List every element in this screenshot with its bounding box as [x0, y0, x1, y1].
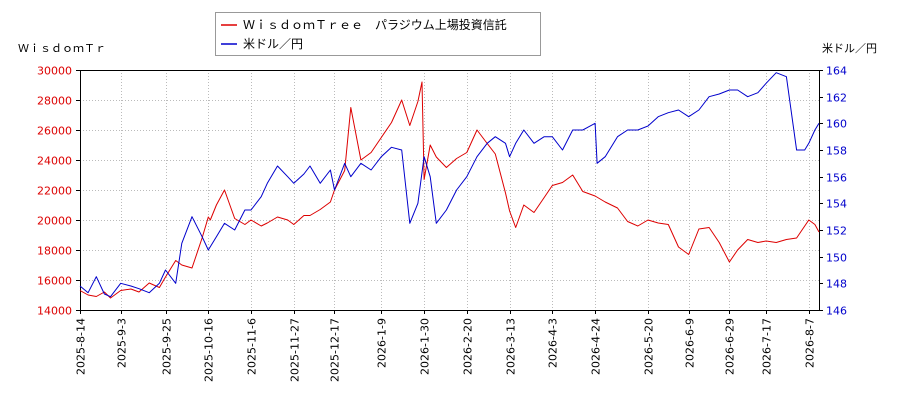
- x-tick-label: 2026-6-9: [684, 318, 697, 368]
- x-tick-label: 2026-2-20: [462, 318, 475, 375]
- right-tick-label: 160: [826, 118, 847, 131]
- x-tick-label: 2025-11-27: [289, 318, 302, 382]
- x-tick-label: 2026-1-9: [376, 318, 389, 368]
- right-axis: 146 148 150 152 154 156 158 160 162 164: [819, 65, 847, 318]
- series-layer: [79, 72, 820, 299]
- right-tick-label: 146: [826, 305, 847, 318]
- series-line-2: [79, 72, 820, 298]
- legend-label-2: 米ドル／円: [243, 37, 303, 51]
- right-tick-label: 156: [826, 172, 847, 185]
- x-tick-label: 2025-11-6: [246, 318, 259, 375]
- x-tick-label: 2025-9-25: [161, 318, 174, 375]
- legend-label-1: ＷｉｓｄｏｍＴｒｅｅ パラジウム上場投資信託: [243, 17, 507, 32]
- left-tick-label: 26000: [37, 125, 72, 138]
- x-tick-label: 2025-12-17: [329, 318, 342, 382]
- right-tick-label: 164: [826, 65, 847, 78]
- left-tick-label: 20000: [37, 215, 72, 228]
- series-line-1: [79, 81, 820, 299]
- left-axis: 14000 16000 18000 20000 22000 24000 26000 28000…: [37, 65, 80, 318]
- left-tick-label: 30000: [37, 65, 72, 78]
- right-tick-label: 150: [826, 252, 847, 265]
- legend-box: [215, 12, 541, 56]
- plot-frame: [80, 70, 820, 311]
- x-tick-label: 2026-3-13: [505, 318, 518, 375]
- left-tick-label: 28000: [37, 95, 72, 108]
- right-tick-label: 152: [826, 225, 847, 238]
- right-tick-label: 158: [826, 145, 847, 158]
- x-tick-label: 2026-4-24: [590, 318, 603, 375]
- x-axis: 2025-8-14 2025-9-3 2025-9-25 2025-10-16 2025…: [75, 310, 817, 382]
- x-tick-label: 2025-9-3: [116, 318, 129, 368]
- legend: ＷｉｓｄｏｍＴｒｅｅ パラジウム上場投資信託 米ドル／円: [215, 12, 541, 56]
- left-tick-label: 14000: [37, 305, 72, 318]
- x-tick-label: 2026-8-7: [804, 318, 817, 368]
- x-tick-label: 2026-7-17: [761, 318, 774, 375]
- left-tick-label: 22000: [37, 185, 72, 198]
- grid: [80, 70, 819, 310]
- left-tick-label: 18000: [37, 245, 72, 258]
- x-tick-label: 2025-8-14: [75, 318, 88, 375]
- x-tick-label: 2026-4-3: [547, 318, 560, 368]
- x-tick-label: 2026-1-30: [419, 318, 432, 375]
- right-tick-label: 148: [826, 278, 847, 291]
- left-tick-label: 24000: [37, 155, 72, 168]
- left-tick-label: 16000: [37, 275, 72, 288]
- right-tick-label: 162: [826, 92, 847, 105]
- left-axis-title: ＷｉｓｄｏｍＴｒ: [18, 42, 106, 55]
- right-axis-title: 米ドル／円: [822, 42, 877, 55]
- x-tick-label: 2026-5-20: [643, 318, 656, 375]
- x-tick-label: 2025-10-16: [203, 318, 216, 382]
- x-tick-label: 2026-6-29: [724, 318, 737, 375]
- right-tick-label: 154: [826, 198, 847, 211]
